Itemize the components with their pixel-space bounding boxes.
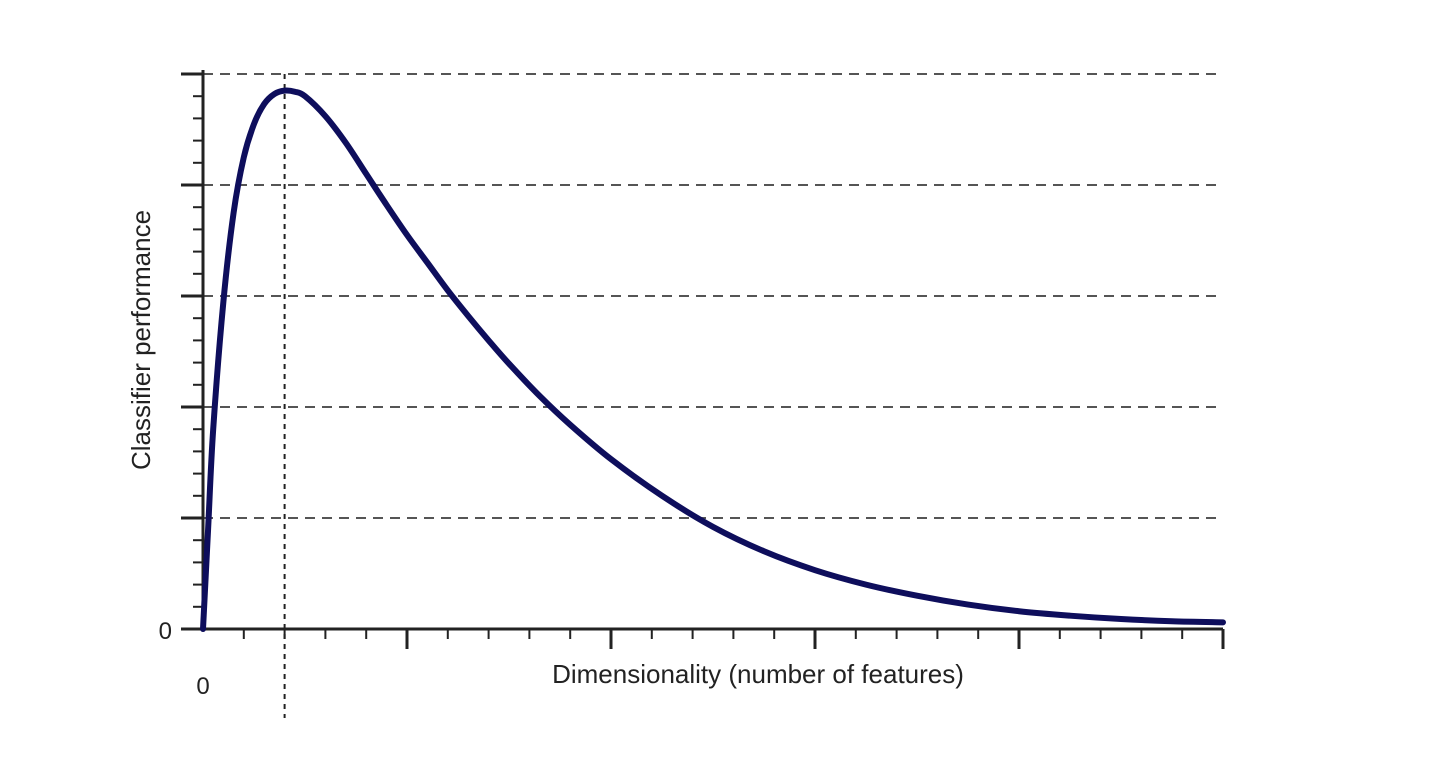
series-line [200,87,1226,632]
gridlines [203,73,1223,519]
y-tick-label-0: 0 [159,618,172,645]
axes [181,70,1225,649]
x-axis-label: Dimensionality (number of features) [552,659,964,689]
x-tick-label-0: 0 [196,673,209,700]
y-axis-label: Classifier performance [126,210,156,470]
